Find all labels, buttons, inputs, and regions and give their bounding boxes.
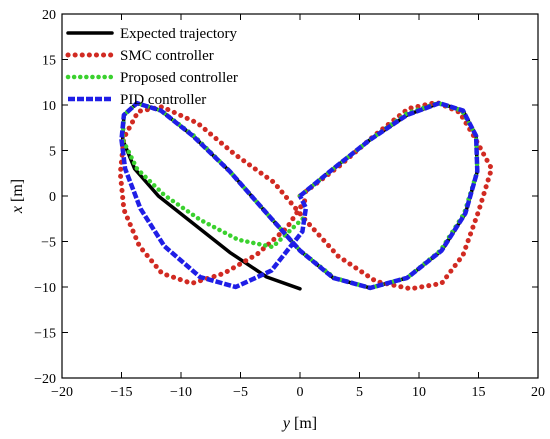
x-tick-label: 15 [472, 385, 486, 400]
x-tick-label: −5 [233, 385, 248, 400]
y-tick-label: −5 [41, 236, 56, 251]
x-tick-label: 20 [531, 385, 545, 400]
smc-controller-line [117, 99, 495, 292]
x-axis-label: y [m] [281, 415, 317, 432]
y-tick-label: 15 [42, 54, 56, 69]
y-tick-label: −20 [34, 372, 56, 387]
y-tick-label: 20 [42, 8, 56, 23]
x-tick-label: 10 [412, 385, 426, 400]
legend-label: PID controller [120, 92, 206, 108]
legend-label: Expected trajectory [120, 26, 238, 42]
y-tick-label: 0 [49, 190, 56, 205]
x-tick-label: 0 [297, 385, 304, 400]
x-tick-label: −15 [111, 385, 133, 400]
legend-label: SMC controller [120, 48, 214, 64]
y-tick-label: −10 [34, 281, 56, 296]
x-tick-label: −10 [170, 385, 192, 400]
y-tick-label: 5 [49, 145, 56, 160]
legend: Expected trajectory SMC controller Propose… [65, 26, 238, 108]
x-tick-label: −20 [51, 385, 73, 400]
y-tick-label: 10 [42, 99, 56, 114]
series-layer [117, 99, 495, 292]
ticks-layer: −20 −15 −10 −5 0 5 10 15 20 −20 −15 −10 −5 0 5 10 15 20 [34, 8, 545, 400]
pid-controller-line [119, 100, 480, 291]
x-tick-label: 5 [356, 385, 363, 400]
y-axis-label: x [m] [9, 179, 26, 214]
legend-label: Proposed controller [120, 70, 238, 86]
y-tick-label: −15 [34, 327, 56, 342]
